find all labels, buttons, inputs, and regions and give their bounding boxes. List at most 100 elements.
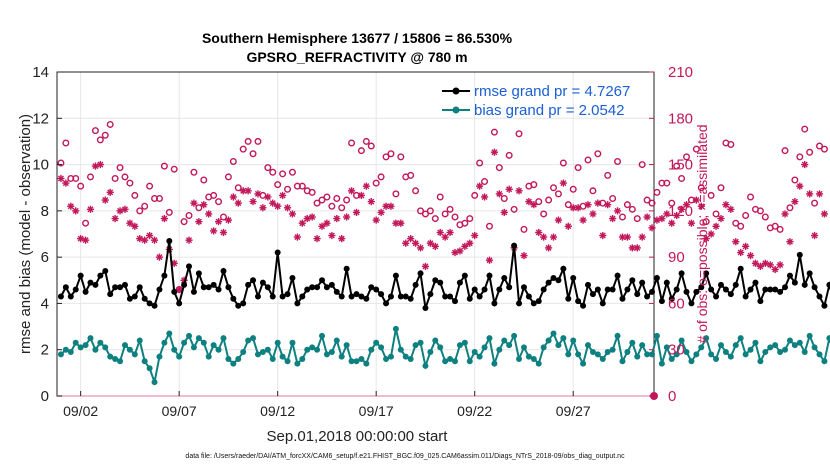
- assimilated-obs-point: [411, 239, 420, 247]
- rmse-point: [112, 284, 119, 291]
- rmse-point: [250, 277, 257, 284]
- possible-obs-point: [431, 215, 439, 223]
- asterisk-stroke: [195, 218, 202, 225]
- assimilated-obs-point: [328, 231, 336, 240]
- possible-obs-point: [771, 222, 779, 230]
- assimilated-obs-point: [318, 222, 326, 230]
- bias-point: [782, 346, 789, 353]
- bias-point: [107, 353, 114, 360]
- y-tick-label-left: 8: [41, 203, 49, 220]
- assimilated-obs-point: [540, 233, 548, 241]
- bias-point: [264, 346, 271, 353]
- asterisk-stroke: [190, 200, 197, 207]
- asterisk-stroke: [97, 161, 104, 168]
- asterisk-stroke: [471, 232, 478, 239]
- bias-point: [250, 335, 257, 342]
- asterisk-stroke: [289, 210, 296, 217]
- possible-obs-point: [663, 179, 671, 187]
- rmse-point: [678, 270, 685, 277]
- assimilated-obs-point: [205, 210, 213, 218]
- assimilated-obs-point: [643, 213, 651, 221]
- asterisk-stroke: [102, 197, 109, 204]
- rmse-point: [772, 286, 779, 293]
- bias-point: [496, 346, 503, 353]
- asterisk-stroke: [584, 201, 592, 208]
- asterisk-stroke: [456, 247, 463, 254]
- bias-point: [117, 358, 124, 365]
- bias-point: [668, 355, 675, 362]
- asterisk-stroke: [540, 234, 547, 241]
- assimilated-obs-series: [57, 148, 829, 294]
- possible-obs-point: [180, 218, 188, 226]
- bias-point: [757, 358, 764, 365]
- possible-obs-point: [62, 139, 70, 147]
- bias-point: [767, 344, 774, 351]
- x-axis-label: Sep.01,2018 00:00:00 start: [267, 428, 449, 445]
- rmse-point: [777, 288, 784, 295]
- asterisk-stroke: [619, 234, 626, 241]
- possible-obs-point: [372, 179, 380, 187]
- rmse-point: [447, 293, 454, 300]
- rmse-point: [634, 291, 641, 298]
- possible-obs-point: [604, 171, 612, 179]
- possible-obs-point: [712, 210, 720, 218]
- possible-obs-point: [574, 164, 582, 172]
- bias-point: [491, 360, 498, 367]
- possible-obs-point: [244, 137, 252, 145]
- rmse-point: [511, 242, 518, 249]
- assimilated-obs-point: [431, 242, 439, 250]
- possible-obs-point: [323, 193, 331, 201]
- possible-obs-point: [702, 218, 710, 226]
- bias-point: [171, 346, 178, 353]
- asterisk-stroke: [279, 192, 286, 199]
- possible-obs-point: [436, 193, 444, 201]
- bias-point: [269, 355, 276, 362]
- rmse-point: [67, 293, 74, 300]
- possible-obs-point: [510, 205, 518, 213]
- bias-point: [437, 344, 444, 351]
- asterisk-stroke: [634, 244, 641, 251]
- bias-point: [530, 355, 537, 362]
- bias-point: [442, 358, 449, 365]
- bias-point: [121, 342, 128, 349]
- possible-obs-point: [357, 147, 365, 155]
- bias-point: [806, 332, 813, 339]
- bias-point: [722, 349, 729, 356]
- possible-obs-point: [530, 181, 538, 189]
- bias-point: [762, 349, 769, 356]
- possible-obs-point: [535, 198, 543, 206]
- possible-obs-point: [343, 196, 351, 204]
- asterisk-stroke: [392, 220, 399, 227]
- bias-point: [693, 351, 700, 358]
- bias-point: [314, 346, 321, 353]
- asterisk-stroke: [314, 235, 321, 242]
- assimilated-obs-point: [663, 210, 671, 218]
- possible-obs-point: [589, 187, 597, 195]
- rmse-point: [629, 277, 636, 284]
- asterisk-stroke: [294, 234, 301, 241]
- y-tick-label-left: 2: [41, 342, 49, 359]
- possible-obs-point: [77, 182, 85, 190]
- possible-obs-point: [633, 215, 641, 223]
- rmse-point: [166, 237, 173, 244]
- assimilated-obs-point: [722, 201, 730, 209]
- rmse-point: [279, 293, 286, 300]
- bias-point: [501, 337, 508, 344]
- asterisk-stroke: [245, 187, 252, 194]
- possible-obs-point: [412, 187, 420, 195]
- assimilated-obs-point: [515, 187, 523, 195]
- rmse-point: [540, 286, 547, 293]
- assimilated-obs-point: [746, 252, 755, 260]
- possible-obs-point: [367, 142, 375, 150]
- asterisk-stroke: [72, 207, 79, 214]
- possible-obs-point: [490, 128, 498, 136]
- bias-point: [584, 342, 591, 349]
- asterisk-stroke: [589, 210, 596, 217]
- possible-obs-point: [72, 174, 80, 182]
- asterisk-stroke: [782, 210, 789, 217]
- rmse-point: [254, 293, 261, 300]
- possible-obs-point: [377, 173, 385, 181]
- asterisk-stroke: [87, 206, 94, 213]
- bias-point: [703, 335, 710, 342]
